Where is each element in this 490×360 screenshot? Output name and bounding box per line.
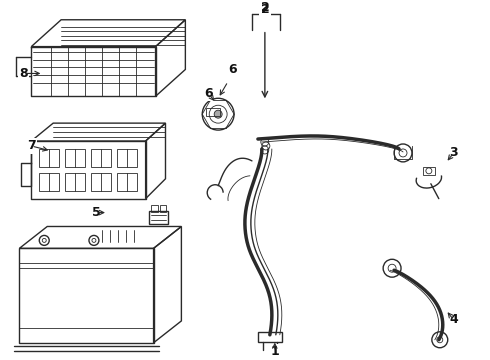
- Text: 1: 1: [270, 345, 279, 358]
- Text: 6: 6: [228, 63, 236, 76]
- Bar: [65, 149, 85, 167]
- Text: 8: 8: [19, 67, 28, 80]
- Bar: [117, 149, 137, 167]
- Bar: [206, 108, 220, 116]
- Text: 3: 3: [449, 147, 458, 159]
- Bar: [148, 211, 169, 225]
- Text: 7: 7: [27, 139, 36, 153]
- Bar: [20, 248, 153, 343]
- Bar: [258, 332, 282, 342]
- Bar: [39, 149, 59, 167]
- Text: 5: 5: [92, 206, 100, 219]
- Bar: [150, 204, 158, 212]
- Bar: [423, 167, 435, 175]
- Text: 2: 2: [261, 1, 269, 14]
- Bar: [117, 173, 137, 191]
- Bar: [65, 173, 85, 191]
- Text: 2: 2: [261, 3, 269, 16]
- Bar: [39, 173, 59, 191]
- Bar: [160, 204, 167, 212]
- Bar: [91, 149, 111, 167]
- Text: 4: 4: [449, 314, 458, 327]
- Circle shape: [214, 110, 222, 118]
- Text: 6: 6: [204, 87, 213, 100]
- Bar: [91, 173, 111, 191]
